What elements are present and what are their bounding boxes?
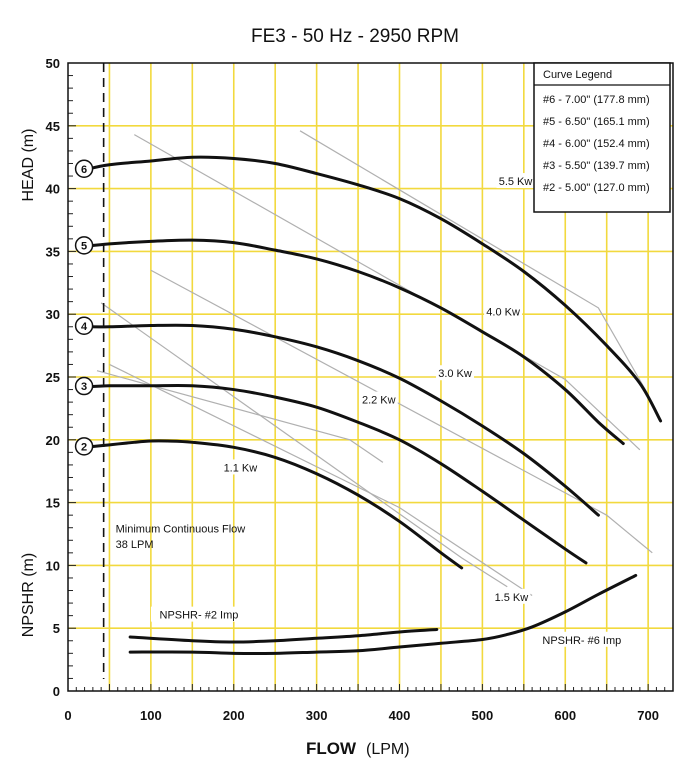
head-curves	[83, 155, 663, 570]
min-flow-label-line2: 38 LPM	[116, 539, 154, 551]
x-axis-title: FLOW (LPM)	[306, 739, 410, 758]
impeller-markers: 6 5 4 3 2	[74, 159, 94, 456]
legend-entry: #4 - 6.00" (152.4 mm)	[543, 138, 650, 150]
power-label-bg	[484, 303, 523, 319]
legend-box	[533, 62, 671, 213]
y-tick-label: 45	[46, 119, 60, 134]
power-label: 4.0 Kw	[486, 307, 520, 319]
power-label-bg	[436, 365, 475, 381]
impeller-marker-circle	[74, 376, 94, 396]
y-tick-label: 25	[46, 370, 60, 385]
impeller-marker-circle	[74, 159, 94, 179]
x-tick-label: 100	[140, 708, 162, 723]
plot-border	[67, 62, 674, 692]
legend-title: Curve Legend	[543, 69, 612, 81]
power-label-bg	[359, 391, 398, 407]
x-tick-label: 600	[554, 708, 576, 723]
y-tick-label: 15	[46, 496, 60, 511]
y-axis-title-npshr: NPSHR (m)	[20, 553, 37, 637]
legend: Curve Legend #6 - 7.00" (177.8 mm) #5 - 6.…	[533, 62, 671, 213]
impeller-marker-label: 3	[81, 381, 87, 393]
x-axis-title-bold: FLOW	[306, 739, 357, 758]
npshr-label-bg	[533, 631, 630, 647]
head-curve-4	[83, 323, 600, 517]
impeller-marker-circle	[74, 236, 94, 255]
head-curve-2	[83, 439, 464, 570]
power-label-bg	[221, 459, 260, 475]
impeller-marker-circle	[74, 437, 94, 456]
impeller-marker-label: 6	[81, 164, 87, 176]
power-lines	[96, 130, 653, 597]
min-flow-label-line1: Minimum Continuous Flow	[116, 524, 246, 536]
y-tick-label: 30	[46, 307, 60, 322]
legend-entry: #3 - 5.50" (139.7 mm)	[543, 160, 650, 172]
power-label: 3.0 Kw	[438, 368, 472, 380]
y-tick-label: 40	[46, 182, 60, 197]
power-label: 2.2 Kw	[362, 395, 396, 407]
npshr-label: NPSHR- #2 Imp	[160, 610, 239, 622]
x-tick-label: 300	[306, 708, 328, 723]
power-line-11kw	[96, 370, 384, 463]
y-tick-label: 50	[46, 56, 60, 71]
y-tick-label: 35	[46, 244, 60, 259]
power-line-55kw	[299, 130, 649, 395]
legend-entry: #5 - 6.50" (165.1 mm)	[543, 116, 650, 128]
head-curve-6	[83, 155, 663, 423]
x-tick-label: 500	[472, 708, 494, 723]
curve-labels: 5.5 Kw 4.0 Kw 3.0 Kw 2.2 Kw 1.5 Kw 1.1 Kw Mini…	[116, 173, 630, 647]
power-label-bg	[496, 173, 535, 189]
npshr-curve-2	[128, 627, 439, 644]
npshr-label-bg	[150, 606, 247, 622]
impeller-marker-circle	[74, 316, 94, 336]
head-curve-5	[83, 238, 625, 446]
x-axis-title-unit: (LPM)	[366, 741, 410, 758]
power-line-30kw	[150, 269, 653, 554]
legend-entry: #6 - 7.00" (177.8 mm)	[543, 94, 650, 106]
impeller-marker-label: 4	[81, 321, 88, 333]
power-line-40kw	[134, 134, 641, 451]
y-tick-label: 10	[46, 558, 60, 573]
y-tick-label: 20	[46, 433, 60, 448]
legend-entry: #2 - 5.00" (127.0 mm)	[543, 182, 650, 194]
x-tick-label: 0	[64, 708, 71, 723]
x-tick-label: 700	[637, 708, 659, 723]
power-label: 1.1 Kw	[224, 462, 258, 474]
x-tick-label: 400	[389, 708, 411, 723]
power-label: 1.5 Kw	[495, 592, 529, 604]
npshr-curve-6	[128, 573, 638, 655]
impeller-marker-label: 5	[81, 240, 87, 252]
y-tick-label: 0	[53, 684, 60, 699]
head-curve-3	[83, 384, 588, 565]
impeller-marker-label: 2	[81, 441, 87, 453]
npshr-label: NPSHR- #6 Imp	[542, 635, 621, 647]
chart-title: FE3 - 50 Hz - 2950 RPM	[251, 26, 459, 47]
x-tick-label: 200	[223, 708, 245, 723]
power-label: 5.5 Kw	[499, 176, 533, 188]
power-line-15kw	[109, 363, 533, 597]
axes: 0 100 200 300 400 500 600 700051015202530354045…	[46, 56, 674, 723]
y-axis-title-head: HEAD (m)	[20, 129, 37, 202]
power-label-bg	[492, 588, 531, 604]
npshr-curves	[128, 573, 638, 655]
y-tick-label: 5	[53, 621, 60, 636]
